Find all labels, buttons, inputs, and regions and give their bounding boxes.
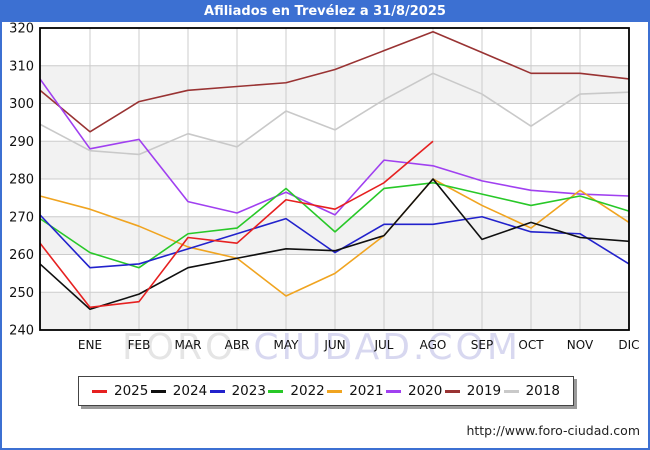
y-tick-label: 260 bbox=[9, 248, 34, 263]
legend-dash-icon bbox=[150, 389, 166, 393]
y-tick-label: 300 bbox=[9, 97, 34, 112]
legend-item-2019: 2019 bbox=[444, 383, 502, 399]
legend-item-2024: 2024 bbox=[150, 383, 208, 399]
watermark-right-part: CIUDAD.COM bbox=[253, 327, 521, 368]
y-tick-label: 320 bbox=[9, 22, 34, 37]
x-tick-label: ABR bbox=[225, 338, 250, 352]
y-tick-label: 280 bbox=[9, 173, 34, 188]
chart-canvas: FORO-CIUDAD.COM 320 310 300 290 280 270 260 250… bbox=[2, 22, 648, 446]
x-tick-label: NOV bbox=[567, 338, 594, 352]
plot-border bbox=[39, 27, 630, 331]
series-line-2023 bbox=[39, 214, 630, 269]
legend-label: 2022 bbox=[290, 383, 325, 399]
series-line-2018 bbox=[39, 72, 630, 156]
series-line-2020 bbox=[39, 78, 630, 216]
legend-item-2022: 2022 bbox=[268, 383, 325, 399]
page-title: Afiliados en Trevélez a 31/8/2025 bbox=[2, 2, 648, 22]
watermark: FORO-CIUDAD.COM bbox=[122, 330, 521, 366]
x-tick-label: MAY bbox=[274, 338, 300, 352]
legend-label: 2025 bbox=[114, 383, 149, 399]
legend-dash-icon bbox=[444, 389, 460, 393]
legend-dash-icon bbox=[268, 389, 284, 393]
legend-dash-icon bbox=[503, 389, 519, 393]
x-tick-label: SEP bbox=[471, 338, 493, 352]
x-tick-label: OCT bbox=[518, 338, 544, 352]
x-tick-label: AGO bbox=[420, 338, 447, 352]
watermark-left-part: FORO- bbox=[122, 327, 254, 368]
y-tick-label: 240 bbox=[9, 324, 34, 339]
y-tick-label: 250 bbox=[9, 286, 34, 301]
legend-label: 2019 bbox=[466, 383, 502, 399]
legend-item-2023: 2023 bbox=[209, 383, 266, 399]
footer-url: http://www.foro-ciudad.com bbox=[466, 423, 640, 438]
legend-dash-icon bbox=[209, 389, 225, 393]
x-tick-label: ENE bbox=[78, 338, 102, 352]
legend-item-2020: 2020 bbox=[385, 383, 443, 399]
x-tick-label: MAR bbox=[175, 338, 202, 352]
legend-dash-icon bbox=[385, 389, 401, 393]
y-tick-label: 290 bbox=[9, 135, 34, 150]
chart-legend: 2025 2024 2023 2022 2021 2020 2019 2018 bbox=[78, 376, 574, 406]
legend-label: 2023 bbox=[231, 383, 266, 399]
y-tick-label: 310 bbox=[9, 59, 34, 74]
series-line-2024 bbox=[39, 178, 630, 311]
y-tick-label: 270 bbox=[9, 210, 34, 225]
legend-item-2025: 2025 bbox=[92, 383, 148, 399]
legend-label: 2018 bbox=[525, 383, 560, 399]
line-chart: 320 310 300 290 280 270 260 250 240 ENE FEB MAR ABR M… bbox=[9, 22, 639, 352]
legend-item-2018: 2018 bbox=[503, 383, 560, 399]
legend-dash-icon bbox=[327, 389, 343, 393]
x-tick-label: FEB bbox=[128, 338, 151, 352]
legend-dash-icon bbox=[92, 389, 107, 393]
series-line-2022 bbox=[39, 181, 630, 269]
legend-label: 2024 bbox=[172, 383, 208, 399]
x-tick-label: DIC bbox=[618, 338, 639, 352]
x-tick-label: JUN bbox=[323, 338, 345, 352]
legend-label: 2021 bbox=[349, 383, 384, 399]
legend-item-2021: 2021 bbox=[327, 383, 384, 399]
series-line-2019 bbox=[39, 30, 630, 133]
series-line-2025 bbox=[39, 140, 434, 309]
legend-label: 2020 bbox=[407, 383, 443, 399]
series-line-2021 bbox=[39, 178, 630, 297]
x-tick-label: JUL bbox=[373, 338, 393, 352]
